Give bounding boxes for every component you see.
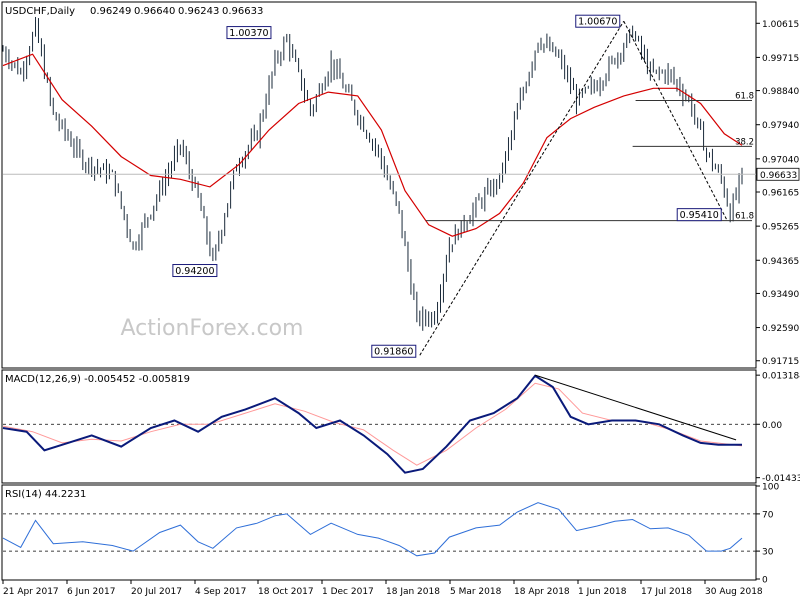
price-panel-frame [1,1,757,369]
macd-lines [2,374,756,474]
price-y-axis: 1.00615 0.99715 0.98840 0.97940 0.97040 0.961… [756,20,799,367]
rsi-axis-label: 0 [762,576,768,586]
macd-axis-label: -0.014339 [762,474,800,484]
price-callout-box [676,208,722,222]
rsi-y-axis: 100 70 30 0 [756,483,779,586]
price-axis-label: 0.97940 [762,121,799,131]
x-axis-label: 1 Dec 2017 [322,587,374,597]
x-axis-label: 21 Apr 2017 [3,587,59,597]
trendline [419,20,625,356]
symbol-title: USDCHF,Daily [5,6,75,17]
current-price-value: 0.96633 [760,171,797,181]
price-axis-label: 0.96165 [762,189,799,199]
price-callout-label: 0.95410 [680,210,719,221]
x-axis-label: 4 Sep 2017 [195,587,246,597]
rsi-axis-label: 100 [762,483,779,493]
x-axis-label: 20 Jul 2017 [131,587,182,597]
rsi-axis-label: 30 [762,548,774,558]
x-axis-label: 17 Jul 2018 [641,587,692,597]
price-callout-label: 0.91860 [374,347,413,358]
macd-axis-label: 0.013184 [762,372,800,382]
fib-level-label: 61.8 [735,91,754,101]
rsi-line [2,502,743,557]
price-axis-label: 0.99715 [762,54,799,64]
price-labels: 1.00370 0.94200 0.91860 1.00670 0.95410 [172,14,722,358]
ohlc-high: 0.96640 [134,6,175,17]
x-axis-label: 18 Apr 2018 [514,587,570,597]
price-axis-label: 0.92590 [762,324,799,334]
price-axis-label: 0.93490 [762,290,799,300]
rsi-lines [2,502,756,557]
price-callout-box [172,264,218,278]
macd-line [2,374,742,474]
price-callout-label: 1.00670 [578,17,617,28]
rsi-title: RSI(14) 44.2231 [5,489,86,500]
macd-panel: MACD(12,26,9) -0.005452 -0.005819 [1,369,757,484]
macd-title: MACD(12,26,9) -0.005452 -0.005819 [5,374,190,385]
x-axis-label: 5 Mar 2018 [450,587,502,597]
rsi-axis-label: 70 [762,510,774,520]
price-callout-box [371,344,417,358]
watermark: ActionForex.com [121,316,304,341]
moving-average-line [2,53,743,237]
macd-trendline [534,374,737,441]
macd-y-axis: 0.013184 0.00 -0.014339 [756,372,800,484]
price-axis-label: 0.95265 [762,223,799,233]
price-axis-label: 0.94365 [762,257,799,267]
fib-level-label: 38.2 [735,137,754,147]
price-axis-label: 0.97040 [762,155,799,165]
x-axis-label: 18 Oct 2017 [258,587,314,597]
macd-axis-label: 0.00 [762,421,782,431]
ohlc-low: 0.96243 [178,6,219,17]
macd-signal-line [2,382,743,466]
price-panel: ActionForex.com 61.8 38.2 61.8 1.00370 0.94… [1,1,757,369]
current-price-tag [756,167,800,181]
price-callout-box [575,14,621,28]
x-axis-label: 18 Jan 2018 [386,587,440,597]
x-axis-label: 1 Jun 2018 [578,587,627,597]
fib-level-label: 61.8 [735,212,754,222]
price-callout-label: 1.00370 [229,28,268,39]
price-callout-box [226,26,272,40]
macd-panel-frame [1,369,757,484]
ohlc-close: 0.96633 [222,6,263,17]
price-axis-label: 0.98840 [762,87,799,97]
price-axis-label: 1.00615 [762,20,799,30]
moving-average-layer [2,53,743,237]
ohlc-open: 0.96249 [90,6,131,17]
x-axis-label: 6 Jun 2017 [67,587,115,597]
x-axis-label: 30 Aug 2018 [705,587,763,597]
date-x-axis: 21 Apr 2017 6 Jun 2017 20 Jul 2017 4 Sep 20… [2,579,763,597]
price-callout-label: 0.94200 [175,266,214,277]
price-axis-label: 0.91715 [762,357,799,367]
trendline [623,20,728,221]
